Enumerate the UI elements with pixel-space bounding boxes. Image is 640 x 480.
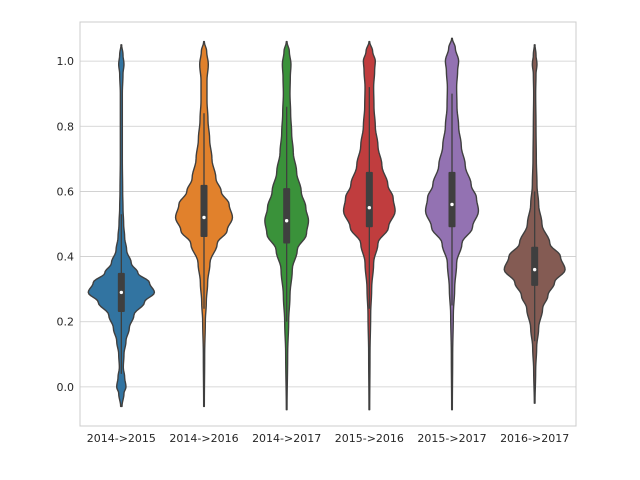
iqr-box (365, 171, 373, 228)
y-tick-label: 0.2 (57, 316, 75, 329)
iqr-box (200, 184, 208, 238)
violin-2015-to-2016 (342, 40, 396, 411)
x-tick-label: 2014->2016 (169, 432, 238, 445)
y-axis-ticks: 0.0 0.2 0.4 0.6 0.8 1.0 (57, 55, 75, 394)
violin-2014-to-2016 (174, 40, 234, 408)
violin-2014-to-2017 (264, 40, 310, 411)
median-point (532, 267, 537, 272)
iqr-box (448, 171, 456, 228)
median-point (367, 206, 372, 210)
median-point (202, 215, 206, 220)
x-tick-label: 2015->2017 (417, 432, 486, 445)
y-tick-label: 0.6 (57, 185, 75, 198)
violin-2016-to-2017 (503, 44, 566, 404)
violin-2015-to-2017 (424, 37, 480, 411)
x-tick-label: 2014->2015 (87, 432, 156, 445)
iqr-box (283, 188, 291, 244)
median-point (284, 219, 289, 223)
x-tick-label: 2015->2016 (335, 432, 404, 445)
violin-2014-to-2015 (87, 44, 156, 408)
y-tick-label: 0.0 (57, 381, 75, 394)
y-gridlines (80, 60, 576, 388)
median-point (119, 290, 124, 295)
violin-series-group (87, 37, 566, 411)
y-tick-label: 0.8 (57, 120, 75, 133)
y-tick-label: 1.0 (57, 55, 75, 68)
x-tick-label: 2014->2017 (252, 432, 321, 445)
plot-area-frame (79, 21, 577, 427)
x-tick-label: 2016->2017 (500, 432, 569, 445)
iqr-box (531, 246, 539, 286)
median-point (450, 202, 454, 207)
y-tick-label: 0.4 (57, 251, 75, 264)
x-axis-ticks: 2014->2015 2014->2016 2014->2017 2015->2016… (87, 432, 570, 445)
